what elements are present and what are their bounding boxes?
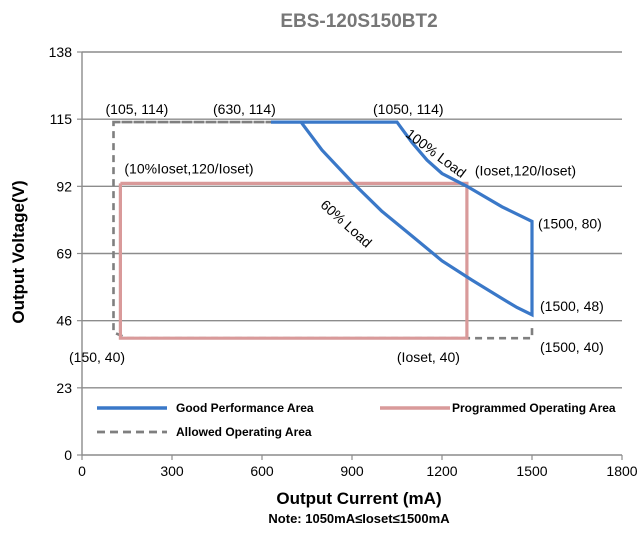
legend-label-good-performance-area: Good Performance Area [176, 401, 314, 415]
y-axis-label: Output Voltage(V) [9, 180, 28, 323]
y-tick-label: 23 [56, 380, 72, 396]
legend-label-allowed-operating-area: Allowed Operating Area [176, 425, 312, 439]
annotation-1500-40: (1500, 40) [540, 339, 604, 355]
y-tick-label: 138 [49, 44, 73, 60]
grid [82, 51, 622, 389]
series-allowed-operating-area [112, 120, 534, 340]
chart-title: EBS-120S150BT2 [280, 11, 437, 32]
annotation-ioset-40: (Ioset, 40) [397, 349, 460, 365]
annotation-10-ioset-120-ioset: (10%Ioset,120/Ioset) [124, 160, 253, 176]
legend-label-programmed-operating-area: Programmed Operating Area [452, 401, 616, 415]
series [112, 120, 534, 340]
series-good-performance-area [271, 120, 534, 318]
x-tick-label: 1500 [516, 463, 547, 479]
y-tick-label: 46 [56, 313, 72, 329]
x-tick-label: 300 [160, 463, 184, 479]
annotation-100-load: 100% Load [403, 125, 469, 180]
x-tick-label: 1800 [606, 463, 637, 479]
x-tick-label: 600 [250, 463, 274, 479]
series-programmed-operating-area [118, 181, 469, 340]
annotation-105-114: (105, 114) [106, 101, 169, 117]
axes: 0 23 46 69 92 115 138 0 300 600 900 1200 1500 1800 [49, 44, 638, 479]
legend: Good Performance Area Programmed Operatin… [97, 401, 616, 439]
y-tick-label: 0 [64, 447, 72, 463]
annotation-1050-114: (1050, 114) [373, 101, 444, 117]
chart-note: Note: 1050mA≤Ioset≤1500mA [268, 511, 450, 526]
x-tick-label: 900 [340, 463, 364, 479]
x-tick-label: 1200 [426, 463, 457, 479]
x-tick-label: 0 [78, 463, 86, 479]
annotation-ioset-120-ioset: (Ioset,120/Ioset) [475, 162, 576, 178]
annotation-60-load: 60% Load [318, 196, 376, 250]
annotation-150-40: (150, 40) [69, 349, 125, 365]
annotation-630-114: (630, 114) [213, 101, 276, 117]
annotation-1500-80: (1500, 80) [538, 215, 602, 231]
y-tick-label: 69 [56, 246, 72, 262]
y-tick-label: 92 [56, 178, 72, 194]
y-tick-label: 115 [50, 111, 73, 127]
annotations: (105, 114) (630, 114) (1050, 114) (10%Ioset… [69, 101, 604, 365]
x-axis-label: Output Current (mA) [276, 489, 441, 508]
annotation-1500-48: (1500, 48) [540, 298, 604, 314]
